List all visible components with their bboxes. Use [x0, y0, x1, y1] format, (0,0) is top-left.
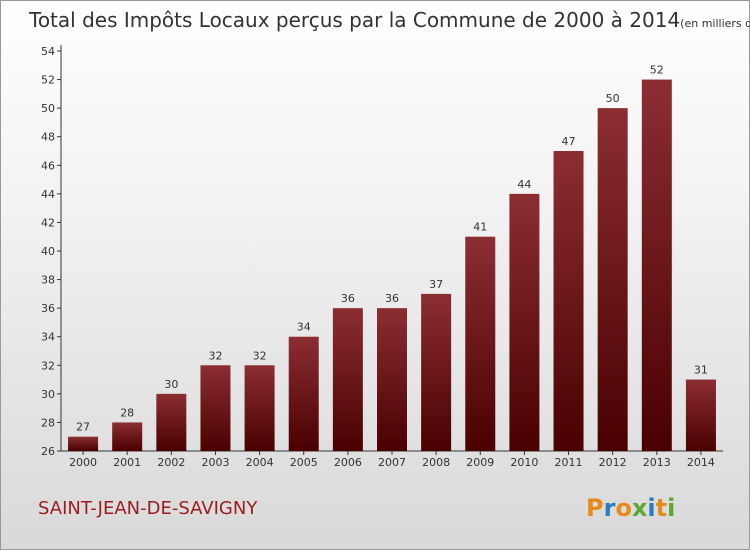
- bar-value-label: 32: [208, 349, 222, 362]
- y-tick-label: 26: [41, 445, 55, 458]
- y-tick-label: 42: [41, 216, 55, 229]
- x-tick-label: 2004: [246, 456, 274, 469]
- bar-value-label: 28: [120, 406, 134, 419]
- bar: [421, 293, 452, 451]
- bar: [377, 308, 407, 451]
- bar-value-label: 44: [517, 178, 531, 191]
- bar-value-label: 30: [164, 378, 178, 391]
- bar: [597, 108, 628, 452]
- x-tick-label: 2012: [599, 456, 627, 469]
- y-tick-label: 46: [41, 159, 55, 172]
- y-tick-label: 28: [41, 416, 55, 429]
- bar-value-label: 27: [76, 421, 90, 434]
- bar: [288, 336, 319, 451]
- bar: [68, 436, 99, 451]
- bar: [332, 308, 363, 451]
- chart-title-main: Total des Impôts Locaux perçus par la Co…: [28, 8, 680, 32]
- chart-title: Total des Impôts Locaux perçus par la Co…: [28, 8, 750, 32]
- x-tick-label: 2009: [466, 456, 494, 469]
- y-tick-label: 52: [41, 74, 55, 87]
- bar: [509, 193, 540, 451]
- bar: [244, 365, 275, 451]
- bar-value-label: 41: [473, 221, 487, 234]
- x-tick-label: 2011: [555, 456, 583, 469]
- x-tick-label: 2002: [157, 456, 185, 469]
- x-tick-label: 2006: [334, 456, 362, 469]
- x-axis: 2000 2001 2002 2003 2004 2005 2006 2007 2008 2009…: [61, 450, 723, 469]
- logo-letter: x: [632, 494, 648, 522]
- bar-value-label: 36: [385, 292, 399, 305]
- bar: [465, 236, 496, 451]
- x-tick-label: 2010: [510, 456, 538, 469]
- y-tick-label: 30: [41, 388, 55, 401]
- x-tick-label: 2003: [201, 456, 229, 469]
- logo-letter: t: [656, 494, 667, 522]
- bar-value-label: 36: [341, 292, 355, 305]
- y-tick-label: 36: [41, 302, 55, 315]
- bar-value-label: 47: [562, 135, 576, 148]
- y-tick-label: 48: [41, 131, 55, 144]
- x-tick-label: 2000: [69, 456, 97, 469]
- bar-value-label: 52: [650, 64, 664, 77]
- y-tick-label: 50: [41, 102, 55, 115]
- bar: [200, 365, 231, 451]
- x-tick-label: 2008: [422, 456, 450, 469]
- y-tick-label: 32: [41, 359, 55, 372]
- logo-letter: r: [604, 494, 616, 522]
- bar-value-label: 31: [694, 364, 708, 377]
- x-tick-label: 2013: [643, 456, 671, 469]
- y-tick-label: 38: [41, 274, 55, 287]
- x-tick-label: 2001: [113, 456, 141, 469]
- x-tick-label: 2005: [290, 456, 318, 469]
- x-tick-label: 2007: [378, 456, 406, 469]
- chart-title-unit: (en milliers d'€): [680, 17, 750, 30]
- commune-name: SAINT-JEAN-DE-SAVIGNY: [38, 498, 258, 519]
- logo-letter: i: [667, 494, 675, 522]
- proxiti-logo: Proxiti: [586, 494, 675, 522]
- bar: [641, 79, 672, 452]
- bar: [112, 422, 143, 451]
- bar: [156, 393, 187, 451]
- logo-letter: P: [586, 494, 604, 522]
- y-axis: 26 28 30 32 34 36 38 40 42 44 46 48 50 52 54: [41, 45, 62, 458]
- bar-value-label: 34: [297, 321, 311, 334]
- x-tick-label: 2014: [687, 456, 715, 469]
- bar-value-label: 37: [429, 278, 443, 291]
- logo-letter: o: [615, 494, 632, 522]
- y-tick-label: 54: [41, 45, 55, 58]
- logo-letter: i: [647, 494, 655, 522]
- y-tick-label: 34: [41, 331, 55, 344]
- y-tick-label: 40: [41, 245, 55, 258]
- bar-value-label: 32: [253, 349, 267, 362]
- y-tick-label: 44: [41, 188, 55, 201]
- bars: 27 28 30 32 32 34 36 36 37 41 44 47 50 52 31: [68, 64, 716, 452]
- bar-value-label: 50: [606, 92, 620, 105]
- bar: [685, 379, 716, 451]
- bar: [553, 151, 584, 451]
